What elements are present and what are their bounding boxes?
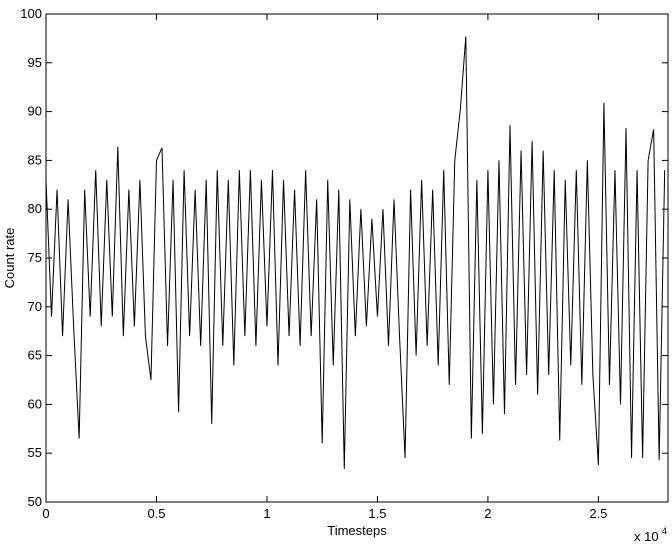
data-line: [45, 36, 666, 469]
y-tick-label: 80: [28, 201, 42, 216]
y-tick-label: 65: [28, 348, 42, 363]
x-tick-label: 2.5: [589, 506, 607, 521]
x-tick-label: 0.5: [147, 506, 165, 521]
x-tick-label: 2: [484, 506, 491, 521]
y-tick-label: 95: [28, 55, 42, 70]
y-tick-label: 100: [20, 6, 42, 21]
y-tick-label: 75: [28, 250, 42, 265]
x-tick-label: 1: [263, 506, 270, 521]
y-tick-label: 85: [28, 152, 42, 167]
x-tick-label: 1.5: [368, 506, 386, 521]
x-axis-label: Timesteps: [327, 523, 387, 538]
x-tick-label: 0: [42, 506, 49, 521]
y-axis-label: Count rate: [2, 228, 17, 289]
y-tick-label: 50: [28, 494, 42, 509]
x-multiplier-exponent: 4: [662, 526, 667, 536]
y-tick-label: 70: [28, 299, 42, 314]
x-multiplier: x 10: [634, 529, 659, 544]
y-tick-label: 90: [28, 104, 42, 119]
y-tick-label: 60: [28, 396, 42, 411]
y-tick-label: 55: [28, 445, 42, 460]
